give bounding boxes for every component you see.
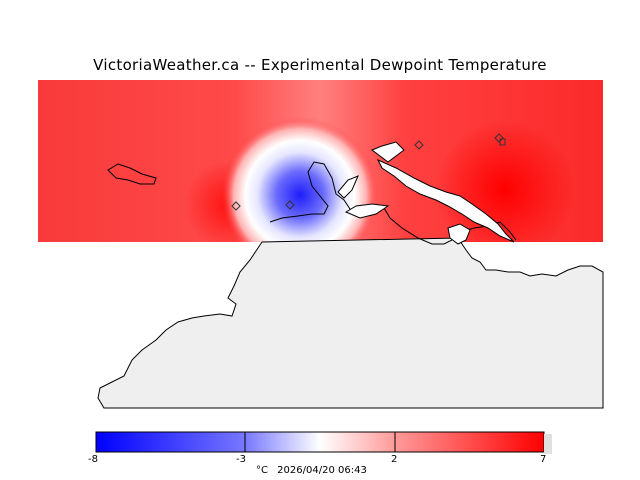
inlet-north xyxy=(370,141,405,163)
unit-label: °C xyxy=(256,465,268,476)
dewpoint-field xyxy=(38,80,603,242)
colorbar-tick-label: -8 xyxy=(88,454,98,465)
bay-east xyxy=(344,203,390,219)
channel-east xyxy=(376,158,515,243)
station-east-marker xyxy=(494,133,504,143)
water-strip xyxy=(447,223,471,245)
station-east-box xyxy=(499,138,506,146)
colorbar-tick-label: 2 xyxy=(391,454,398,465)
chart-title: VictoriaWeather.ca -- Experimental Dewpo… xyxy=(93,56,547,74)
colorbar-tick-label: -3 xyxy=(236,454,246,465)
station-west-marker xyxy=(231,201,241,211)
colorbar-shadow xyxy=(544,434,552,454)
station-markers xyxy=(231,133,506,211)
colorbar-tick-label: 7 xyxy=(540,454,547,465)
station-northeast-marker xyxy=(414,140,424,150)
bay-central xyxy=(337,175,359,199)
station-central-marker xyxy=(285,200,295,210)
island-west xyxy=(107,163,157,185)
colorbar-gradient xyxy=(95,431,545,453)
colorbar-caption: °C 2026/04/20 06:43 xyxy=(256,465,367,476)
land-mass xyxy=(97,237,604,409)
timestamp: 2026/04/20 06:43 xyxy=(277,465,367,476)
